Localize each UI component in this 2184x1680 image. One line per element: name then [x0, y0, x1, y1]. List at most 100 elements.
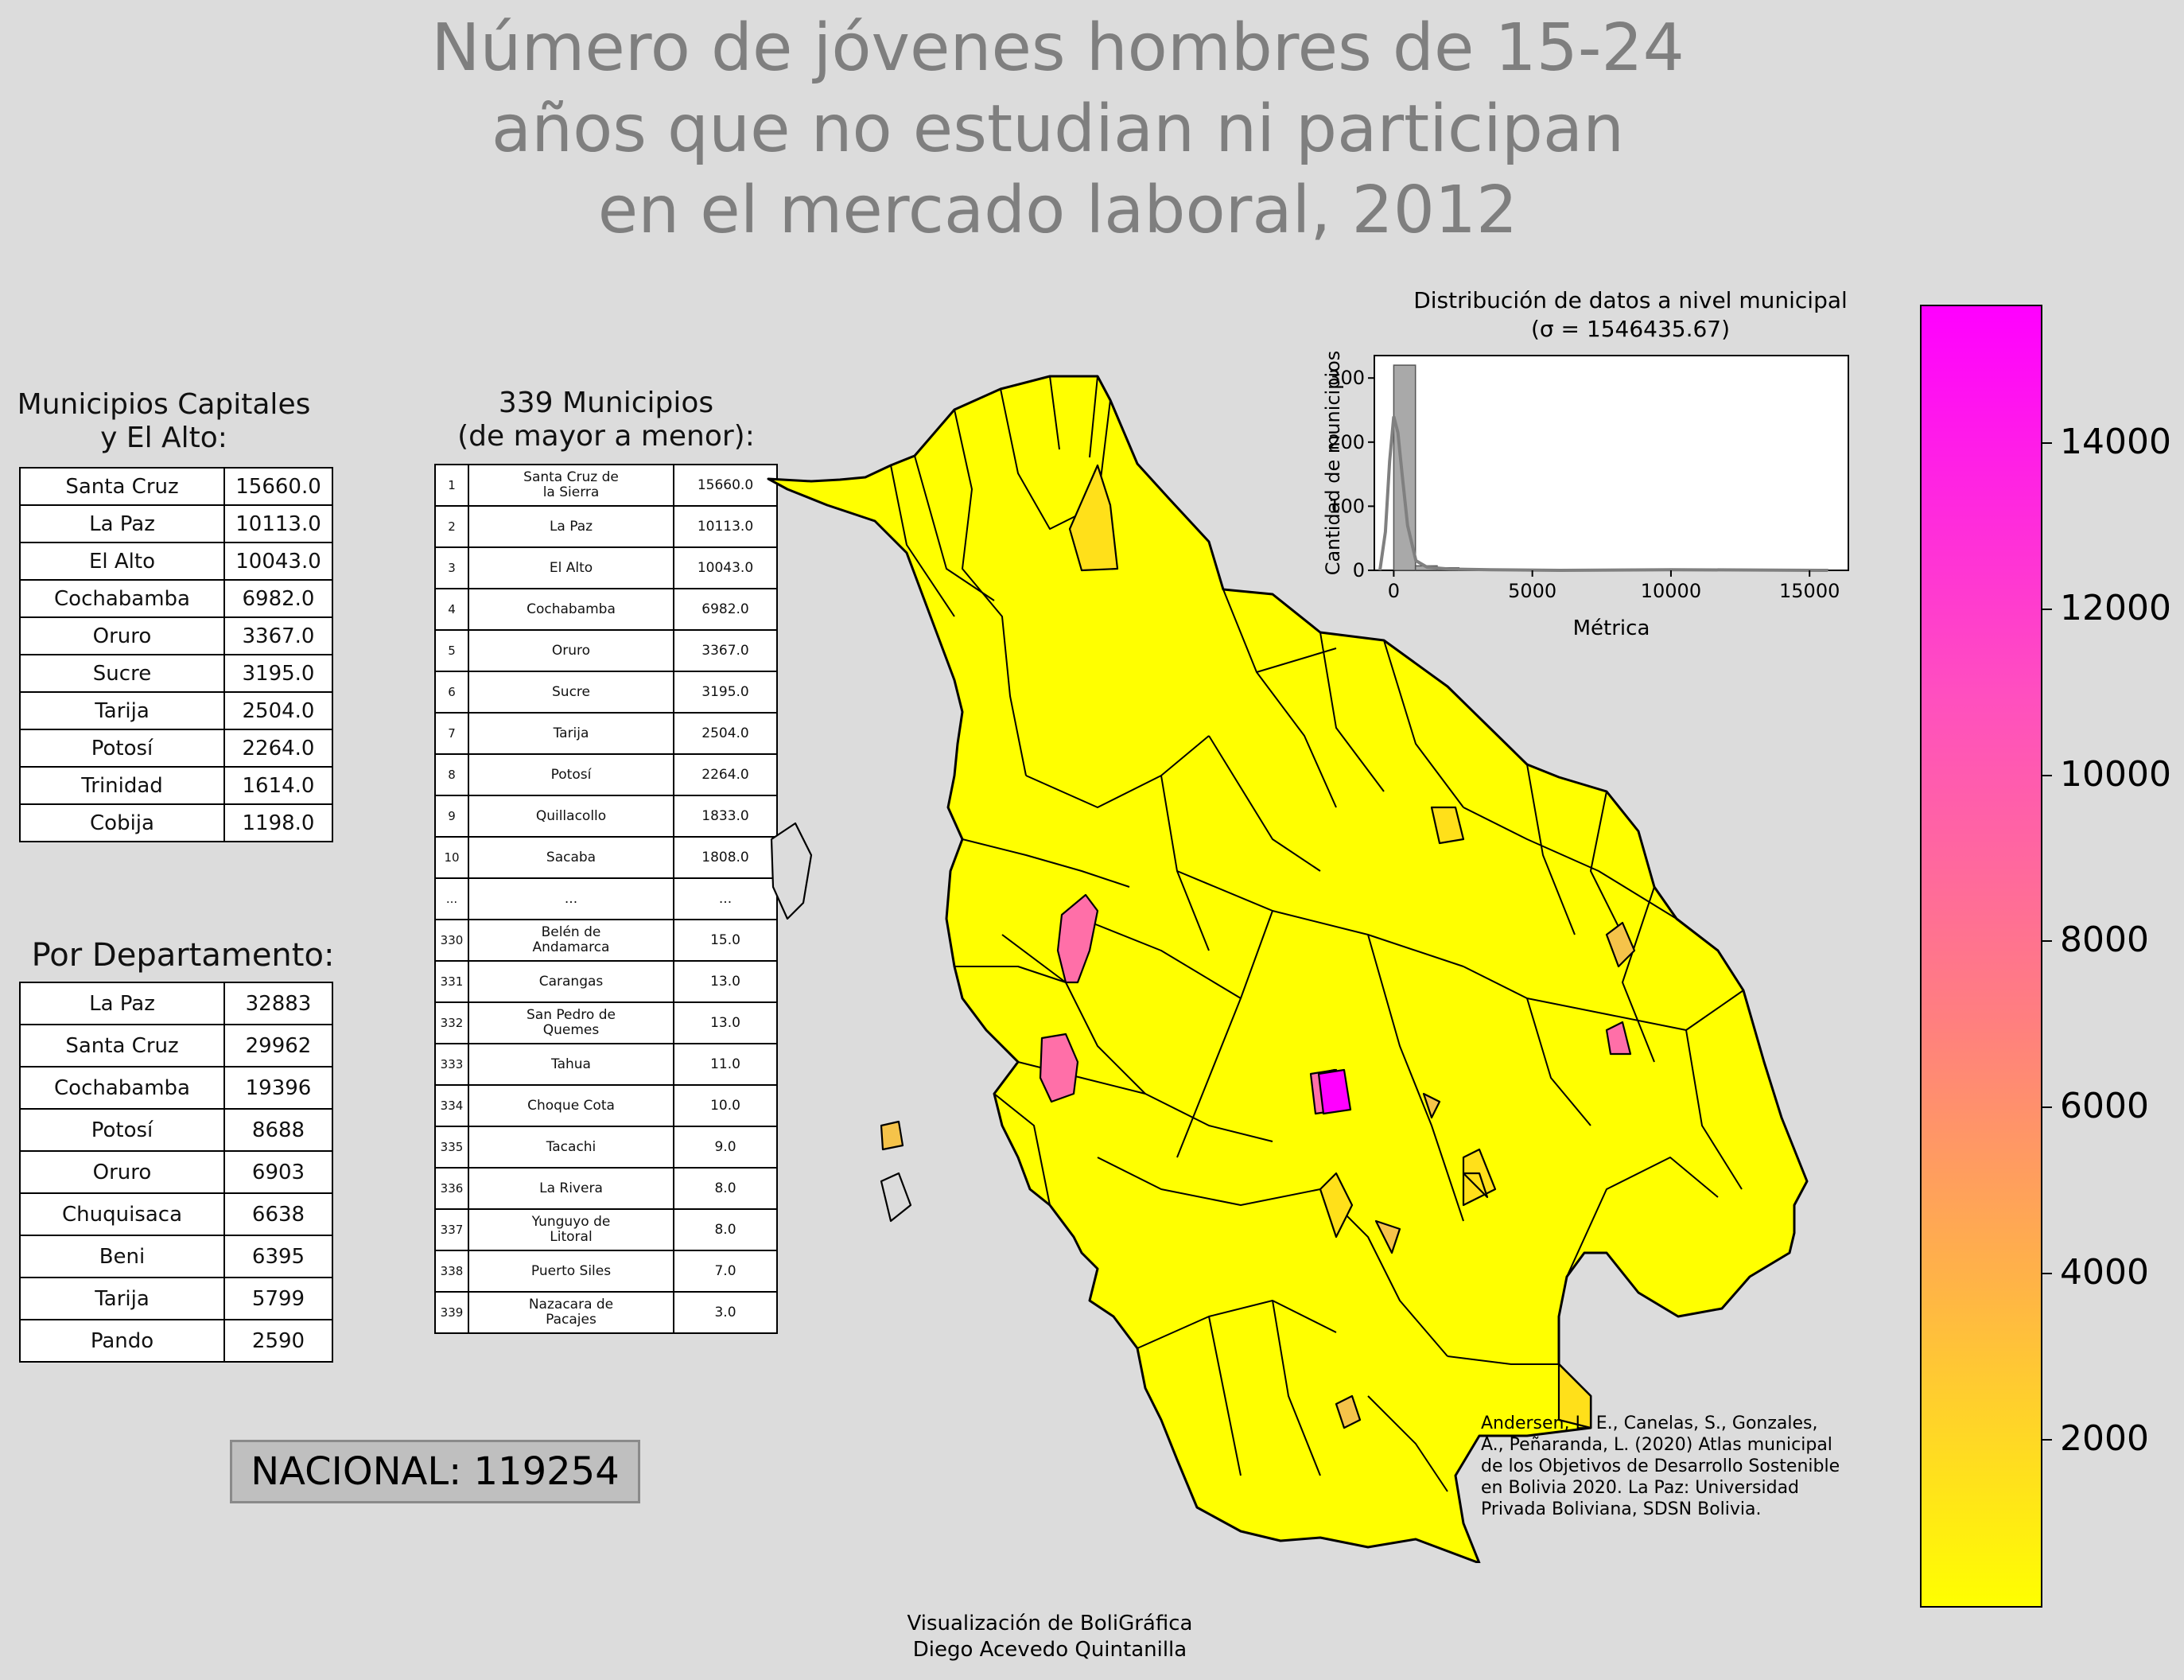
histogram-ytick-label: 0: [1353, 559, 1365, 581]
department-cell: 29962: [223, 1024, 333, 1068]
municipality-cell: 9.0: [673, 1126, 778, 1169]
capital-row: El Alto 10043.0: [19, 542, 333, 581]
municipality-region: [1335, 1394, 1362, 1429]
capital-cell: 2264.0: [223, 729, 333, 768]
colorbar-tick-label: 4000: [2060, 1251, 2149, 1293]
department-cell: Cochabamba: [19, 1066, 225, 1110]
municipality-row: .........: [434, 877, 778, 920]
colorbar-tick-label: 14000: [2060, 422, 2171, 463]
municipal-boundary: [1367, 934, 1464, 1222]
municipality-cell: 8: [434, 753, 469, 796]
municipality-cell: Cochabamba: [468, 588, 674, 631]
capital-cell: Cochabamba: [19, 579, 225, 618]
municipal-boundary: [1367, 1395, 1448, 1492]
municipality-cell: Nazacara de Pacajes: [468, 1291, 674, 1334]
municipality-la-paz-el-alto: [1056, 893, 1099, 984]
capital-cell: 2504.0: [223, 691, 333, 730]
municipal-boundary: [1272, 1300, 1321, 1476]
municipality-cell: 1808.0: [673, 836, 778, 879]
capital-row: Santa Cruz 15660.0: [19, 467, 333, 506]
municipality-cell: Sacaba: [468, 836, 674, 879]
municipality-row: 2 La Paz 10113.0: [434, 505, 778, 548]
municipality-row: 6 Sucre 3195.0: [434, 671, 778, 714]
municipal-boundary: [1176, 870, 1464, 967]
municipality-region: [1374, 1219, 1401, 1254]
municipal-boundary: [1097, 1157, 1321, 1206]
municipal-boundary: [1566, 1157, 1719, 1278]
municipality-cell: 10: [434, 836, 469, 879]
department-cell: Beni: [19, 1235, 225, 1278]
municipality-cell: 332: [434, 1001, 469, 1044]
histogram-chart: 0 5000 10000 15000 0 100 200 300 Métrica Cantid…: [1322, 351, 1849, 640]
municipality-cell: 336: [434, 1167, 469, 1210]
municipality-cell: Tacachi: [468, 1126, 674, 1169]
capital-cell: El Alto: [19, 542, 225, 581]
municipal-boundary: [1081, 918, 1242, 999]
department-cell: 6395: [223, 1235, 333, 1278]
capital-row: Cochabamba 6982.0: [19, 579, 333, 618]
municipal-boundary: [890, 465, 955, 617]
municipality-row: 333 Tahua 11.0: [434, 1043, 778, 1086]
municipalities-table-title: 339 Municipios (de mayor a menor):: [457, 387, 755, 453]
department-cell: Pando: [19, 1319, 225, 1363]
municipality-region: [1068, 464, 1119, 572]
histogram-xtick-label: 0: [1388, 580, 1400, 602]
department-cell: Potosí: [19, 1108, 225, 1152]
capital-cell: Trinidad: [19, 766, 225, 805]
capital-cell: 1198.0: [223, 803, 333, 842]
capital-row: La Paz 10113.0: [19, 504, 333, 543]
capitals-table: Santa Cruz 15660.0 La Paz 10113.0 El Alto 100…: [19, 467, 333, 842]
colorbar-tick: [2041, 608, 2052, 610]
capital-cell: Tarija: [19, 691, 225, 730]
municipality-cell: 5: [434, 629, 469, 672]
municipal-boundary: [1463, 966, 1744, 1031]
colorbar-tick-label: 12000: [2060, 587, 2171, 628]
department-cell: 6638: [223, 1192, 333, 1236]
municipality-cell: 8.0: [673, 1167, 778, 1210]
colorbar-tick: [2041, 1438, 2052, 1441]
municipal-boundary: [1001, 934, 1146, 1095]
municipality-cell: 10043.0: [673, 546, 778, 589]
municipality-row: 336 La Rivera 8.0: [434, 1167, 778, 1210]
municipality-cell: 338: [434, 1250, 469, 1293]
municipality-region: [1605, 921, 1636, 968]
departments-table: La Paz 32883 Santa Cruz 29962 Cochabamba 1939…: [19, 982, 333, 1363]
department-cell: 2590: [223, 1319, 333, 1363]
histogram-ylabel: Cantidad de municipios: [1322, 351, 1344, 576]
municipality-cell: 6: [434, 671, 469, 714]
municipalities-table: 1 Santa Cruz de la Sierra 15660.0 2 La Paz 10…: [434, 464, 778, 1334]
municipality-row: 331 Carangas 13.0: [434, 960, 778, 1003]
municipality-row: 7 Tarija 2504.0: [434, 712, 778, 755]
department-row: La Paz 32883: [19, 982, 333, 1025]
capitals-table-title: Municipios Capitales y El Alto:: [17, 388, 311, 454]
department-row: Santa Cruz 29962: [19, 1024, 333, 1068]
municipality-cell: 1: [434, 464, 469, 507]
national-total: NACIONAL: 119254: [230, 1440, 640, 1503]
lake-poopo: [880, 1172, 912, 1223]
municipality-cell: Tahua: [468, 1043, 674, 1086]
municipality-cell: 2264.0: [673, 753, 778, 796]
capital-cell: Cobija: [19, 803, 225, 842]
colorbar-tick-label: 10000: [2060, 753, 2171, 795]
colorbar-tick: [2041, 1106, 2052, 1109]
department-row: Cochabamba 19396: [19, 1066, 333, 1110]
municipality-cell: La Rivera: [468, 1167, 674, 1210]
departments-table-title: Por Departamento:: [31, 937, 335, 974]
municipal-boundary: [1526, 764, 1576, 935]
capital-cell: 10113.0: [223, 504, 333, 543]
municipality-cell: 11.0: [673, 1043, 778, 1086]
histogram-ytick-label: 100: [1328, 495, 1365, 517]
municipality-cell: Puerto Siles: [468, 1250, 674, 1293]
municipality-cell: Potosí: [468, 753, 674, 796]
municipality-cell: San Pedro de Quemes: [468, 1001, 674, 1044]
municipal-boundary: [1590, 791, 1623, 935]
municipality-cell: 13.0: [673, 960, 778, 1003]
municipal-boundary: [1463, 807, 1677, 920]
municipality-cell: 10.0: [673, 1084, 778, 1127]
department-cell: 6903: [223, 1150, 333, 1194]
municipality-cell: 7.0: [673, 1250, 778, 1293]
municipal-boundary: [914, 455, 995, 601]
department-cell: Chuquisaca: [19, 1192, 225, 1236]
municipal-boundary: [1137, 1300, 1337, 1349]
department-cell: Santa Cruz: [19, 1024, 225, 1068]
